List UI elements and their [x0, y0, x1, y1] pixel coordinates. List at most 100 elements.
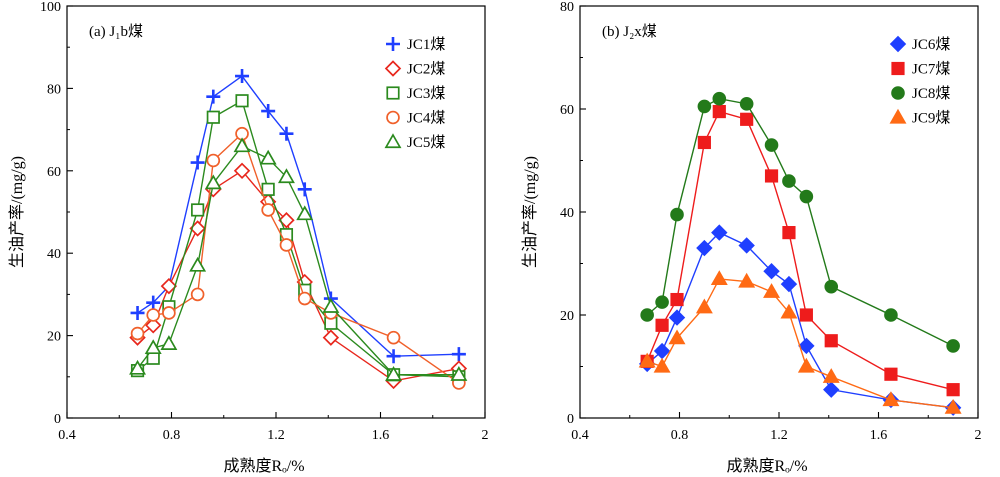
x-tick-label: 1.2: [770, 428, 788, 443]
data-point: [712, 91, 727, 106]
data-point: [129, 359, 147, 375]
data-point: [451, 347, 466, 362]
data-point: [884, 367, 898, 381]
data-point: [191, 203, 205, 217]
x-tick-label: 2: [482, 428, 489, 443]
data-point: [764, 138, 779, 152]
legend-marker: [386, 110, 400, 125]
y-tick-label: 0: [567, 412, 574, 427]
data-point: [696, 239, 713, 257]
x-tick-label: 0.4: [571, 428, 589, 443]
legend-marker: [384, 60, 402, 77]
data-point: [739, 97, 754, 111]
data-point: [386, 349, 401, 364]
data-point: [640, 308, 654, 322]
data-point: [261, 203, 275, 217]
data-point: [206, 153, 221, 168]
data-point: [385, 366, 403, 381]
data-point: [279, 126, 294, 141]
data-point: [322, 329, 340, 346]
data-point: [799, 308, 813, 322]
y-tick-label: 80: [560, 0, 574, 15]
legend-marker: [386, 37, 400, 51]
x-tick-label: 1.6: [870, 428, 888, 443]
y-tick-label: 20: [560, 309, 574, 324]
data-point: [946, 339, 960, 353]
data-point: [711, 224, 728, 241]
series-JC9煤: [638, 270, 962, 414]
y-tick-label: 80: [47, 82, 61, 97]
data-point: [277, 168, 295, 184]
data-point: [206, 89, 221, 104]
x-axis-label: 成熟度Rₒ/%: [726, 457, 807, 475]
data-point: [824, 334, 838, 348]
panel-label: (a) J₁b煤: [89, 23, 143, 40]
data-point: [710, 270, 728, 286]
y-tick-label: 60: [47, 165, 61, 180]
legend-label: JC6煤: [912, 36, 950, 53]
data-point: [822, 368, 840, 383]
legend-label: JC3煤: [407, 85, 445, 102]
data-point: [798, 337, 815, 355]
data-point: [189, 256, 207, 272]
data-point: [204, 174, 222, 190]
legend-label: JC2煤: [407, 61, 445, 78]
series-line: [137, 169, 460, 382]
data-point: [738, 237, 755, 254]
legend-label: JC1煤: [407, 36, 445, 53]
x-tick-label: 0.8: [163, 428, 181, 443]
data-point: [130, 326, 145, 341]
y-axis-label: 生油产率/(mg/g): [521, 156, 539, 268]
y-tick-label: 100: [40, 0, 61, 15]
panel-label: (b) J₂x煤: [602, 23, 657, 40]
data-point: [146, 295, 161, 310]
data-point: [259, 149, 277, 165]
legend-label: JC8煤: [912, 85, 950, 102]
data-point: [763, 283, 781, 298]
data-point: [824, 279, 839, 294]
y-axis-label: 生油产率/(mg/g): [8, 156, 26, 268]
legend-marker: [889, 108, 907, 124]
data-point: [322, 298, 340, 313]
y-tick-label: 20: [47, 330, 61, 345]
chart-panel-a: 0.4 0.8 1.2 1.6 2020406080100成熟度Rₒ/%生油产率/(mg…: [8, 0, 489, 475]
data-point: [296, 205, 314, 221]
data-point: [782, 226, 796, 240]
data-point: [235, 94, 249, 108]
data-point: [782, 174, 796, 188]
legend-marker: [891, 61, 905, 76]
data-point: [763, 263, 780, 280]
data-point: [146, 308, 161, 322]
data-point: [797, 357, 815, 373]
series-JC5煤: [129, 137, 468, 381]
series-JC8煤: [640, 91, 960, 353]
y-tick-label: 0: [54, 412, 61, 427]
data-point: [670, 207, 684, 222]
legend-marker: [891, 86, 905, 100]
data-point: [697, 99, 712, 114]
x-axis-label: 成熟度Rₒ/%: [223, 457, 304, 475]
data-point: [638, 352, 656, 368]
data-point: [946, 383, 960, 397]
data-point: [944, 398, 962, 414]
data-point: [297, 182, 312, 197]
data-point: [235, 69, 250, 84]
x-tick-label: 0.4: [58, 428, 76, 443]
series-JC7煤: [640, 104, 960, 397]
x-tick-label: 1.2: [267, 428, 285, 443]
data-point: [160, 335, 178, 350]
data-point: [882, 391, 900, 407]
data-point: [655, 318, 669, 332]
data-point: [386, 330, 401, 345]
y-tick-label: 40: [560, 206, 574, 221]
series-JC2煤: [129, 162, 468, 390]
data-point: [278, 212, 295, 229]
x-tick-label: 1.6: [372, 428, 390, 443]
legend-marker: [384, 133, 402, 149]
legend-label: JC7煤: [912, 61, 950, 78]
data-point: [190, 155, 205, 170]
legend-marker: [889, 35, 907, 53]
series-line: [646, 278, 954, 409]
data-point: [780, 303, 798, 319]
